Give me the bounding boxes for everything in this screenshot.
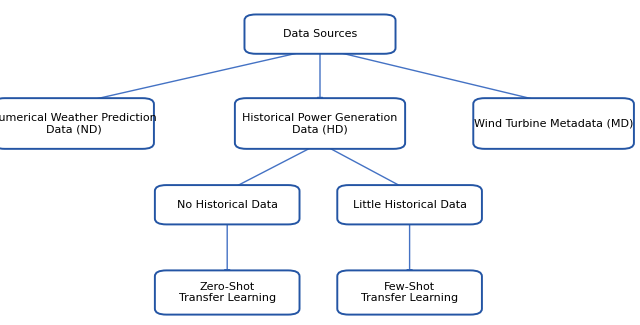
FancyBboxPatch shape: [235, 98, 405, 149]
FancyBboxPatch shape: [244, 14, 396, 54]
Text: Wind Turbine Metadata (MD): Wind Turbine Metadata (MD): [474, 119, 634, 128]
FancyBboxPatch shape: [155, 270, 300, 315]
Text: Numerical Weather Prediction
Data (ND): Numerical Weather Prediction Data (ND): [0, 113, 157, 134]
FancyBboxPatch shape: [337, 185, 482, 224]
FancyBboxPatch shape: [474, 98, 634, 149]
Text: No Historical Data: No Historical Data: [177, 200, 278, 210]
Text: Data Sources: Data Sources: [283, 29, 357, 39]
Text: Zero-Shot
Transfer Learning: Zero-Shot Transfer Learning: [179, 282, 276, 303]
Text: Historical Power Generation
Data (HD): Historical Power Generation Data (HD): [243, 113, 397, 134]
FancyBboxPatch shape: [0, 98, 154, 149]
Text: Few-Shot
Transfer Learning: Few-Shot Transfer Learning: [361, 282, 458, 303]
Text: Little Historical Data: Little Historical Data: [353, 200, 467, 210]
FancyBboxPatch shape: [337, 270, 482, 315]
FancyBboxPatch shape: [155, 185, 300, 224]
